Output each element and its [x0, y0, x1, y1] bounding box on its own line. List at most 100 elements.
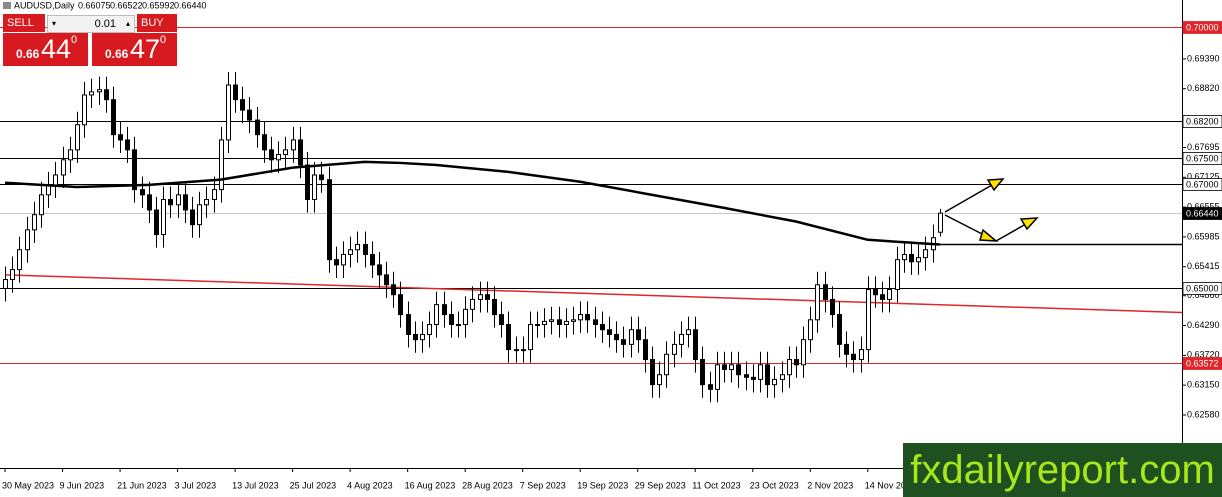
candle — [837, 301, 842, 358]
x-tick-label: 25 Jul 2023 — [290, 480, 337, 490]
candle — [53, 161, 58, 198]
candle — [485, 281, 490, 313]
price-label-box — [1182, 207, 1222, 220]
candle — [528, 311, 533, 363]
price-label: 0.70000 — [1186, 22, 1219, 32]
candle-body — [650, 359, 655, 386]
candle — [859, 336, 864, 373]
buy-button[interactable]: BUY — [137, 14, 177, 32]
lot-value: 0.01 — [94, 18, 116, 30]
candle-body — [305, 164, 310, 201]
candle — [226, 71, 231, 154]
x-tick-label: 16 Aug 2023 — [405, 480, 456, 490]
candle — [442, 291, 447, 328]
candle-body — [398, 294, 403, 316]
candle — [823, 271, 828, 313]
candle-body — [700, 359, 705, 386]
chart-header: 0.66440 — [174, 0, 207, 10]
candle — [305, 151, 310, 213]
candle-body — [751, 376, 756, 380]
candle-body — [902, 253, 907, 261]
arrow-head — [979, 228, 999, 242]
candle-body — [844, 343, 849, 355]
candle — [643, 326, 648, 373]
candle — [384, 261, 389, 298]
candle-body — [470, 298, 475, 310]
candle-body — [506, 324, 511, 351]
candle-body — [542, 320, 547, 326]
candle — [751, 364, 756, 393]
candle-body — [643, 339, 648, 361]
price-label: 0.67500 — [1186, 153, 1219, 163]
candle-body — [514, 349, 519, 352]
candle-body — [434, 304, 439, 326]
candle — [585, 301, 590, 333]
candle — [758, 351, 763, 393]
candle-body — [866, 288, 871, 351]
candle — [327, 166, 332, 273]
candle — [262, 121, 267, 163]
x-tick-label: 7 Sep 2023 — [520, 480, 566, 490]
candle-body — [780, 374, 785, 380]
buy-price[interactable]: 0.66 47 0 — [92, 33, 177, 66]
candle — [168, 186, 173, 218]
price-label-box — [1182, 21, 1222, 34]
candle-body — [212, 189, 217, 201]
candle-body — [348, 249, 353, 255]
price-prefix: 0.66 — [105, 47, 129, 61]
sell-button[interactable]: SELL — [3, 14, 45, 32]
candle — [176, 181, 181, 218]
x-tick-label: 21 Jun 2023 — [117, 480, 167, 490]
candle — [557, 306, 562, 338]
candle — [938, 208, 943, 237]
candle — [398, 281, 403, 328]
candle — [3, 266, 8, 302]
price-label-box — [1182, 357, 1222, 370]
candle — [61, 146, 66, 189]
y-tick-label: 0.64290 — [1187, 320, 1220, 330]
candle — [866, 276, 871, 363]
candle-body — [161, 199, 166, 236]
candle — [319, 161, 324, 193]
candle-body — [593, 319, 598, 326]
candle-body — [442, 304, 447, 316]
candle — [456, 311, 461, 338]
sell-price[interactable]: 0.66 44 0 — [3, 33, 88, 66]
price-prefix: 0.66 — [16, 47, 40, 61]
candle-body — [938, 212, 943, 233]
candle — [10, 256, 15, 293]
candle — [600, 311, 605, 343]
x-tick-label: 14 Nov 2023 — [865, 480, 916, 490]
candle — [686, 316, 691, 348]
candle — [492, 286, 497, 328]
candle — [154, 196, 159, 248]
chart-header: AUDUSD,Daily — [14, 0, 75, 10]
lot-down[interactable]: ▾ — [52, 19, 57, 28]
chart-header: 0.66075 — [78, 0, 111, 10]
candle — [312, 161, 317, 213]
candle — [542, 308, 547, 338]
x-tick-label: 19 Sep 2023 — [577, 480, 628, 490]
candle-body — [269, 149, 274, 161]
lot-input[interactable]: ▾ 0.01 ▴ — [47, 15, 135, 33]
y-tick-label: 0.66555 — [1187, 201, 1220, 211]
y-tick-label: 0.63720 — [1187, 350, 1220, 360]
candle — [664, 341, 669, 388]
candle-body — [406, 314, 411, 335]
candle-body — [10, 269, 15, 281]
candle-body — [104, 89, 109, 101]
candle — [722, 351, 727, 383]
candle-body — [664, 353, 669, 376]
lot-up[interactable]: ▴ — [125, 19, 130, 28]
candle-body — [758, 364, 763, 380]
candle-body — [291, 139, 296, 151]
x-tick-label: 2 Nov 2023 — [807, 480, 853, 490]
candle-body — [549, 319, 554, 322]
candle-body — [629, 329, 634, 345]
candle-body — [463, 308, 468, 326]
candle-body — [715, 364, 720, 390]
candle — [68, 136, 73, 173]
candle — [794, 346, 799, 378]
candle — [97, 76, 102, 105]
